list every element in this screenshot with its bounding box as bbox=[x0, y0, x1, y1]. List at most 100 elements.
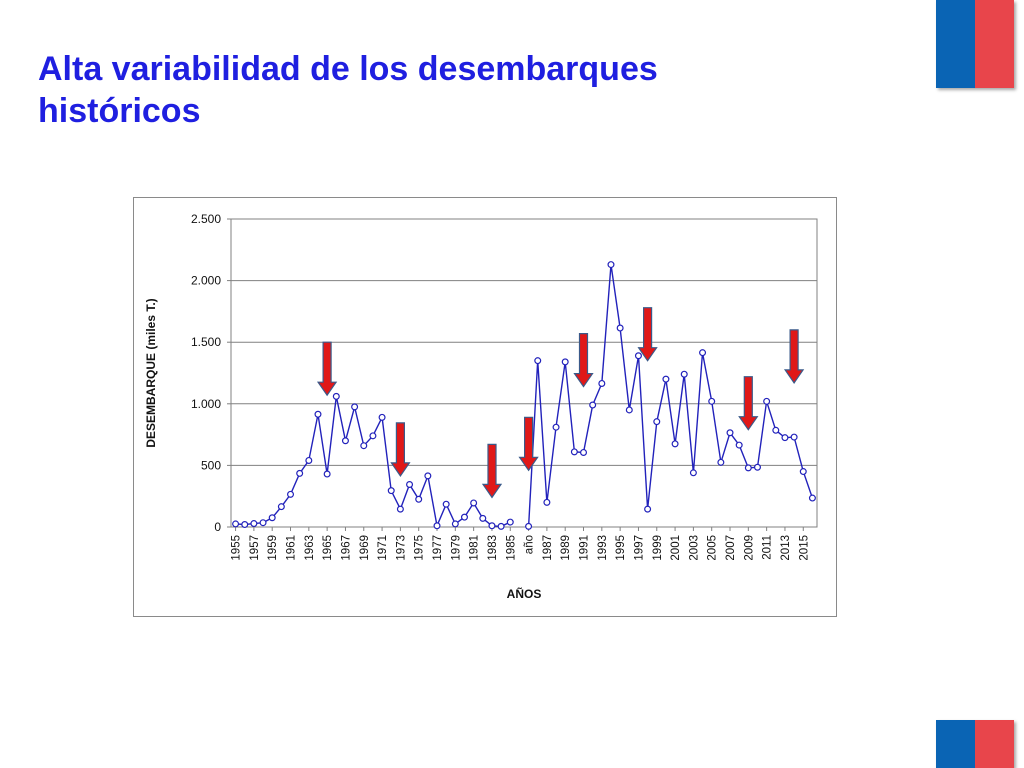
y-tick-label: 1.500 bbox=[191, 335, 221, 349]
x-tick-label: 1987 bbox=[542, 535, 554, 561]
y-tick-label: 2.000 bbox=[191, 274, 221, 288]
data-point bbox=[305, 456, 313, 464]
series-line bbox=[235, 264, 814, 529]
data-point bbox=[241, 521, 249, 529]
data-point bbox=[799, 468, 807, 476]
series-line-segment bbox=[527, 264, 814, 527]
x-tick-labels: 1955 1957 1959 1961 1963 1965 1967 1969 1971 1973… bbox=[231, 535, 811, 561]
x-tick-label: 1993 bbox=[597, 535, 609, 561]
flag-blue-stripe bbox=[936, 0, 975, 88]
down-arrow-icon bbox=[316, 341, 338, 397]
x-tick-label: 1965 bbox=[322, 535, 334, 561]
data-point bbox=[644, 505, 652, 513]
data-point bbox=[232, 520, 240, 528]
data-point bbox=[570, 448, 578, 456]
x-tick-label: 1969 bbox=[359, 535, 371, 561]
down-arrow-icon bbox=[573, 333, 594, 388]
data-point bbox=[424, 472, 432, 480]
data-point bbox=[277, 503, 285, 511]
data-point bbox=[753, 463, 761, 471]
data-point bbox=[543, 498, 551, 506]
data-point bbox=[460, 513, 468, 521]
x-tick-label: 1979 bbox=[450, 535, 462, 561]
data-point bbox=[653, 418, 661, 426]
data-point bbox=[744, 464, 752, 472]
x-tick-label: 1955 bbox=[231, 535, 243, 561]
down-arrow-icon bbox=[518, 416, 539, 472]
x-tick-label: 2013 bbox=[780, 535, 792, 561]
data-point bbox=[406, 480, 414, 488]
data-point bbox=[360, 442, 368, 450]
x-tick-label: 2005 bbox=[707, 535, 719, 561]
down-arrow-icon bbox=[390, 422, 411, 477]
x-tick-label: 1957 bbox=[249, 535, 261, 561]
down-arrow-icon bbox=[738, 376, 759, 431]
grid-lines bbox=[227, 218, 817, 531]
data-point bbox=[314, 410, 322, 418]
data-point bbox=[772, 426, 780, 434]
x-tick-label: 2011 bbox=[762, 535, 774, 560]
y-tick-label: 500 bbox=[201, 458, 221, 472]
flag-logo-bottom bbox=[936, 720, 1014, 768]
x-tick-label: 1971 bbox=[377, 535, 389, 561]
data-point bbox=[433, 522, 441, 530]
data-point bbox=[506, 518, 514, 526]
x-tick-label: 1977 bbox=[432, 535, 444, 561]
highlight-arrows bbox=[316, 307, 805, 499]
x-tick-label: 2007 bbox=[725, 535, 737, 561]
data-point bbox=[699, 349, 707, 357]
data-point bbox=[287, 490, 295, 498]
data-point bbox=[735, 441, 743, 449]
x-tick-label: 2001 bbox=[670, 535, 682, 561]
x-tick-label: 1961 bbox=[286, 535, 298, 561]
data-point bbox=[488, 522, 496, 530]
chart-frame: 0 500 1.000 1.500 2.000 2.500 1955 1957 1959 196… bbox=[133, 197, 837, 617]
y-tick-label: 2.500 bbox=[191, 212, 221, 226]
data-point bbox=[708, 397, 716, 405]
data-point bbox=[662, 375, 670, 383]
page-title: Alta variabilidad de los desembarques hi… bbox=[38, 50, 658, 130]
data-point bbox=[378, 413, 386, 421]
data-point bbox=[259, 519, 267, 527]
data-point bbox=[717, 458, 725, 466]
x-tick-label: 1967 bbox=[340, 535, 352, 561]
x-tick-label: 1995 bbox=[615, 535, 627, 561]
data-point bbox=[808, 494, 816, 502]
data-point bbox=[680, 370, 688, 378]
down-arrow-icon bbox=[481, 443, 503, 499]
data-point bbox=[369, 432, 377, 440]
x-tick-label: 1983 bbox=[487, 535, 499, 561]
flag-logo-top bbox=[936, 0, 1014, 88]
data-point bbox=[268, 514, 276, 522]
data-point bbox=[552, 423, 560, 431]
x-tick-label: 1985 bbox=[505, 535, 517, 561]
x-tick-label: 2015 bbox=[798, 535, 810, 561]
x-axis-label: AÑOS bbox=[507, 586, 542, 601]
x-tick-label: 2003 bbox=[688, 535, 700, 561]
landings-line-chart: 0 500 1.000 1.500 2.000 2.500 1955 1957 1959 196… bbox=[144, 212, 818, 601]
x-tick-label: 1963 bbox=[304, 535, 316, 561]
data-point bbox=[341, 437, 349, 445]
data-point bbox=[580, 448, 588, 456]
data-point bbox=[616, 324, 624, 332]
data-point bbox=[442, 500, 450, 508]
data-point bbox=[607, 261, 615, 269]
series-line-segment bbox=[235, 396, 511, 529]
x-tick-label: año bbox=[524, 535, 536, 554]
data-point bbox=[561, 358, 569, 366]
data-point bbox=[332, 392, 340, 400]
x-tick-label: 1975 bbox=[414, 535, 426, 561]
data-point bbox=[534, 357, 542, 365]
x-tick-label: 1981 bbox=[469, 535, 481, 561]
data-point bbox=[726, 429, 734, 437]
data-point bbox=[470, 499, 478, 507]
x-tick-label: 1999 bbox=[652, 535, 664, 561]
data-point bbox=[415, 495, 423, 503]
data-point bbox=[781, 434, 789, 442]
data-point bbox=[671, 440, 679, 448]
x-tick-label: 1997 bbox=[633, 535, 645, 561]
data-point bbox=[790, 433, 798, 441]
x-tick-label: 1991 bbox=[579, 535, 591, 561]
flag-blue-stripe bbox=[936, 720, 975, 768]
y-axis-label: DESEMBARQUE (miles T.) bbox=[144, 298, 158, 447]
